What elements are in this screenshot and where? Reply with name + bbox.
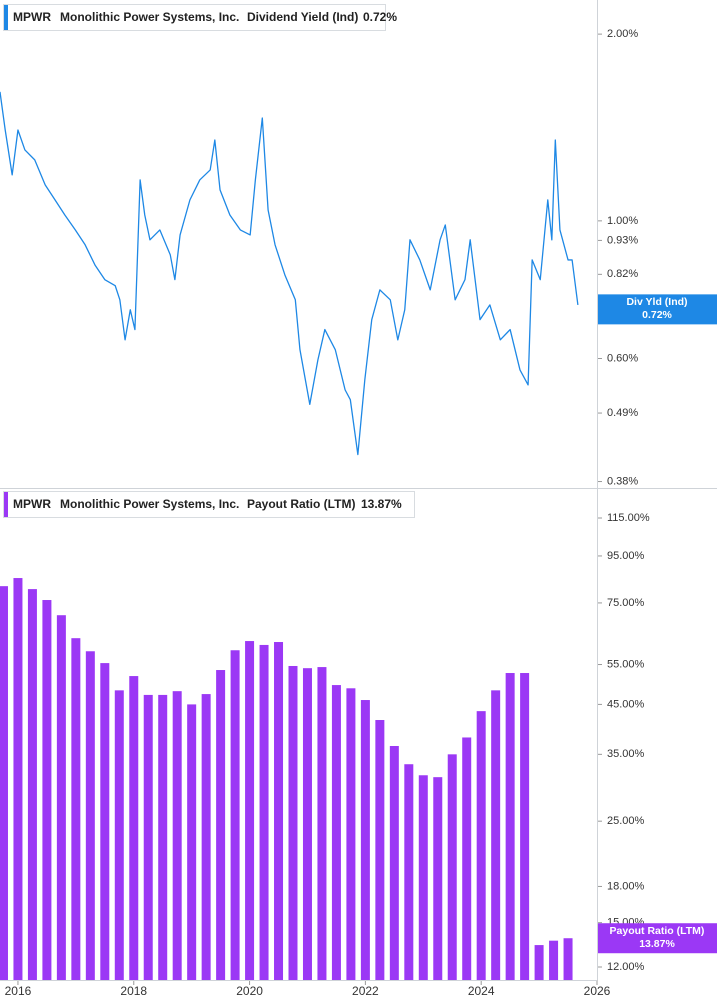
y-tick-label: 95.00% [607,550,645,562]
bar [433,777,443,980]
current-value-label: 13.87% [639,938,675,950]
bar [418,775,428,980]
legend-value: 0.72% [363,10,397,24]
y-tick-label: 0.38% [607,475,638,487]
bar [13,578,23,980]
bar [230,650,240,980]
current-value-name: Payout Ratio (LTM) [610,925,705,937]
bar [549,940,559,980]
y-tick-label: 1.00% [607,215,638,227]
legend: MPWR Monolithic Power Systems, Inc. Payo… [3,491,415,518]
bar [563,938,573,980]
bar [505,673,515,980]
bar [404,764,414,980]
legend-swatch [4,492,8,517]
bar [187,704,197,980]
y-tick-label: 2.00% [607,28,638,40]
x-tick-label: 2018 [120,984,147,998]
current-value-box [597,923,717,954]
bar [317,667,327,980]
bar [375,720,385,980]
dividend-yield-panel: 2.00%1.00%0.93%0.82%0.71%0.60%0.49%0.38%… [0,28,717,487]
legend-company: Monolithic Power Systems, Inc. [60,10,239,24]
bar [462,737,472,980]
bar [42,600,52,980]
bar [346,688,356,980]
y-tick-label: 45.00% [607,698,645,710]
y-tick-label: 18.00% [607,880,645,892]
bar [447,754,457,980]
y-tick-label: 0.82% [607,268,638,280]
bar [288,665,298,980]
x-tick-label: 2022 [352,984,379,998]
bar [27,589,37,980]
bar [259,644,269,980]
legend-ticker: MPWR [13,10,51,24]
y-tick-label: 25.00% [607,815,645,827]
legend-series: Payout Ratio (LTM) [247,497,355,511]
bar [302,668,312,980]
y-tick-label: 35.00% [607,748,645,760]
bar [85,651,95,980]
y-tick-label: 12.00% [607,961,645,973]
legend-series: Dividend Yield (Ind) [247,10,358,24]
bar [274,642,284,980]
line [0,91,579,456]
bar [100,663,110,980]
bar [520,673,530,980]
current-value-label: 0.72% [642,309,672,321]
y-tick-label: 0.93% [607,234,638,246]
legend-swatch [4,5,8,30]
bar [158,694,168,980]
bar [71,638,81,980]
bar [201,694,211,980]
y-tick-label: 55.00% [607,658,645,670]
legend: MPWR Monolithic Power Systems, Inc. Divi… [3,4,397,31]
bar [216,670,226,980]
y-tick-label: 0.60% [607,352,638,364]
bar [172,691,182,980]
x-tick-label: 2016 [5,984,32,998]
current-value-box [597,294,717,325]
bar [0,586,8,980]
bar [476,711,486,980]
x-tick-label: 2026 [584,984,611,998]
x-tick-label: 2024 [468,984,495,998]
current-value-name: Div Yld (Ind) [626,296,687,308]
legend-box [3,4,386,31]
bar [491,690,501,980]
legend-value: 13.87% [361,497,402,511]
legend-company: Monolithic Power Systems, Inc. [60,497,239,511]
bar [360,700,370,980]
bar [143,694,153,980]
legend-box [3,491,415,518]
bar [114,690,124,980]
y-tick-label: 0.49% [607,407,638,419]
x-tick-label: 2020 [236,984,263,998]
bar [331,685,341,980]
bar [534,945,544,980]
y-tick-label: 75.00% [607,597,645,609]
payout-ratio-panel: 115.00% 95.00% 75.00% 55.00% 45.00% 35.00% 25.… [0,512,717,998]
bar [245,641,255,980]
legend-ticker: MPWR [13,497,51,511]
bar [56,615,66,980]
bar [129,676,139,980]
bar [389,745,399,980]
y-tick-label: 115.00% [607,512,650,524]
